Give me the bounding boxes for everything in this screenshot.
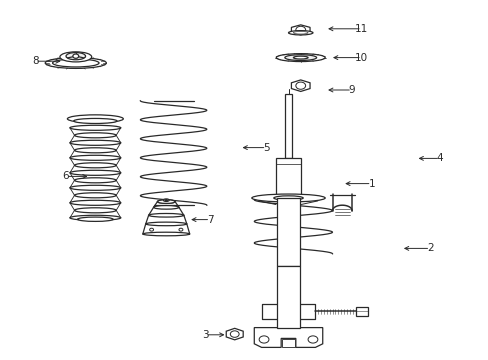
- Circle shape: [295, 26, 305, 33]
- Polygon shape: [291, 25, 309, 35]
- Ellipse shape: [70, 140, 121, 145]
- Ellipse shape: [45, 58, 106, 68]
- Ellipse shape: [70, 125, 121, 130]
- Ellipse shape: [67, 115, 123, 123]
- Bar: [355, 307, 367, 316]
- Ellipse shape: [78, 217, 113, 221]
- Bar: [281, 339, 295, 347]
- Polygon shape: [254, 328, 322, 347]
- Text: 7: 7: [206, 215, 213, 225]
- Bar: [275, 158, 301, 198]
- Text: 10: 10: [355, 53, 367, 63]
- Ellipse shape: [74, 133, 116, 138]
- Circle shape: [230, 331, 239, 337]
- Bar: [276, 198, 300, 266]
- Ellipse shape: [52, 59, 99, 67]
- Circle shape: [149, 228, 153, 231]
- Ellipse shape: [66, 53, 85, 60]
- Polygon shape: [226, 328, 243, 340]
- Ellipse shape: [70, 155, 121, 160]
- Circle shape: [73, 54, 79, 58]
- Ellipse shape: [165, 199, 167, 201]
- Ellipse shape: [74, 163, 116, 168]
- Ellipse shape: [284, 55, 316, 60]
- Text: 3: 3: [202, 330, 208, 340]
- Polygon shape: [291, 80, 309, 91]
- Ellipse shape: [288, 31, 312, 35]
- Ellipse shape: [163, 199, 169, 202]
- Ellipse shape: [70, 200, 121, 205]
- Ellipse shape: [157, 200, 175, 203]
- Ellipse shape: [74, 208, 116, 213]
- Circle shape: [179, 228, 183, 231]
- Ellipse shape: [70, 185, 121, 190]
- Text: 5: 5: [263, 143, 269, 153]
- Text: 11: 11: [354, 24, 368, 34]
- Ellipse shape: [74, 178, 116, 183]
- Circle shape: [295, 82, 305, 89]
- Ellipse shape: [145, 222, 186, 226]
- Ellipse shape: [276, 54, 325, 62]
- Ellipse shape: [74, 148, 116, 153]
- Circle shape: [307, 336, 317, 343]
- Text: 2: 2: [426, 243, 433, 253]
- Circle shape: [259, 336, 268, 343]
- Ellipse shape: [70, 170, 121, 175]
- Ellipse shape: [293, 31, 307, 34]
- Text: 4: 4: [436, 153, 443, 163]
- Ellipse shape: [273, 196, 303, 200]
- Ellipse shape: [70, 215, 121, 220]
- Ellipse shape: [74, 193, 116, 198]
- Ellipse shape: [148, 213, 183, 217]
- Ellipse shape: [60, 52, 92, 62]
- Text: 1: 1: [367, 179, 374, 189]
- Ellipse shape: [157, 200, 175, 203]
- Bar: [285, 94, 291, 158]
- Ellipse shape: [74, 118, 117, 123]
- Ellipse shape: [251, 194, 325, 202]
- Text: 8: 8: [32, 56, 39, 66]
- Ellipse shape: [293, 56, 307, 59]
- Ellipse shape: [153, 206, 179, 209]
- Text: 6: 6: [62, 171, 69, 181]
- Text: 9: 9: [348, 85, 355, 95]
- Ellipse shape: [142, 232, 189, 236]
- Bar: [276, 266, 300, 328]
